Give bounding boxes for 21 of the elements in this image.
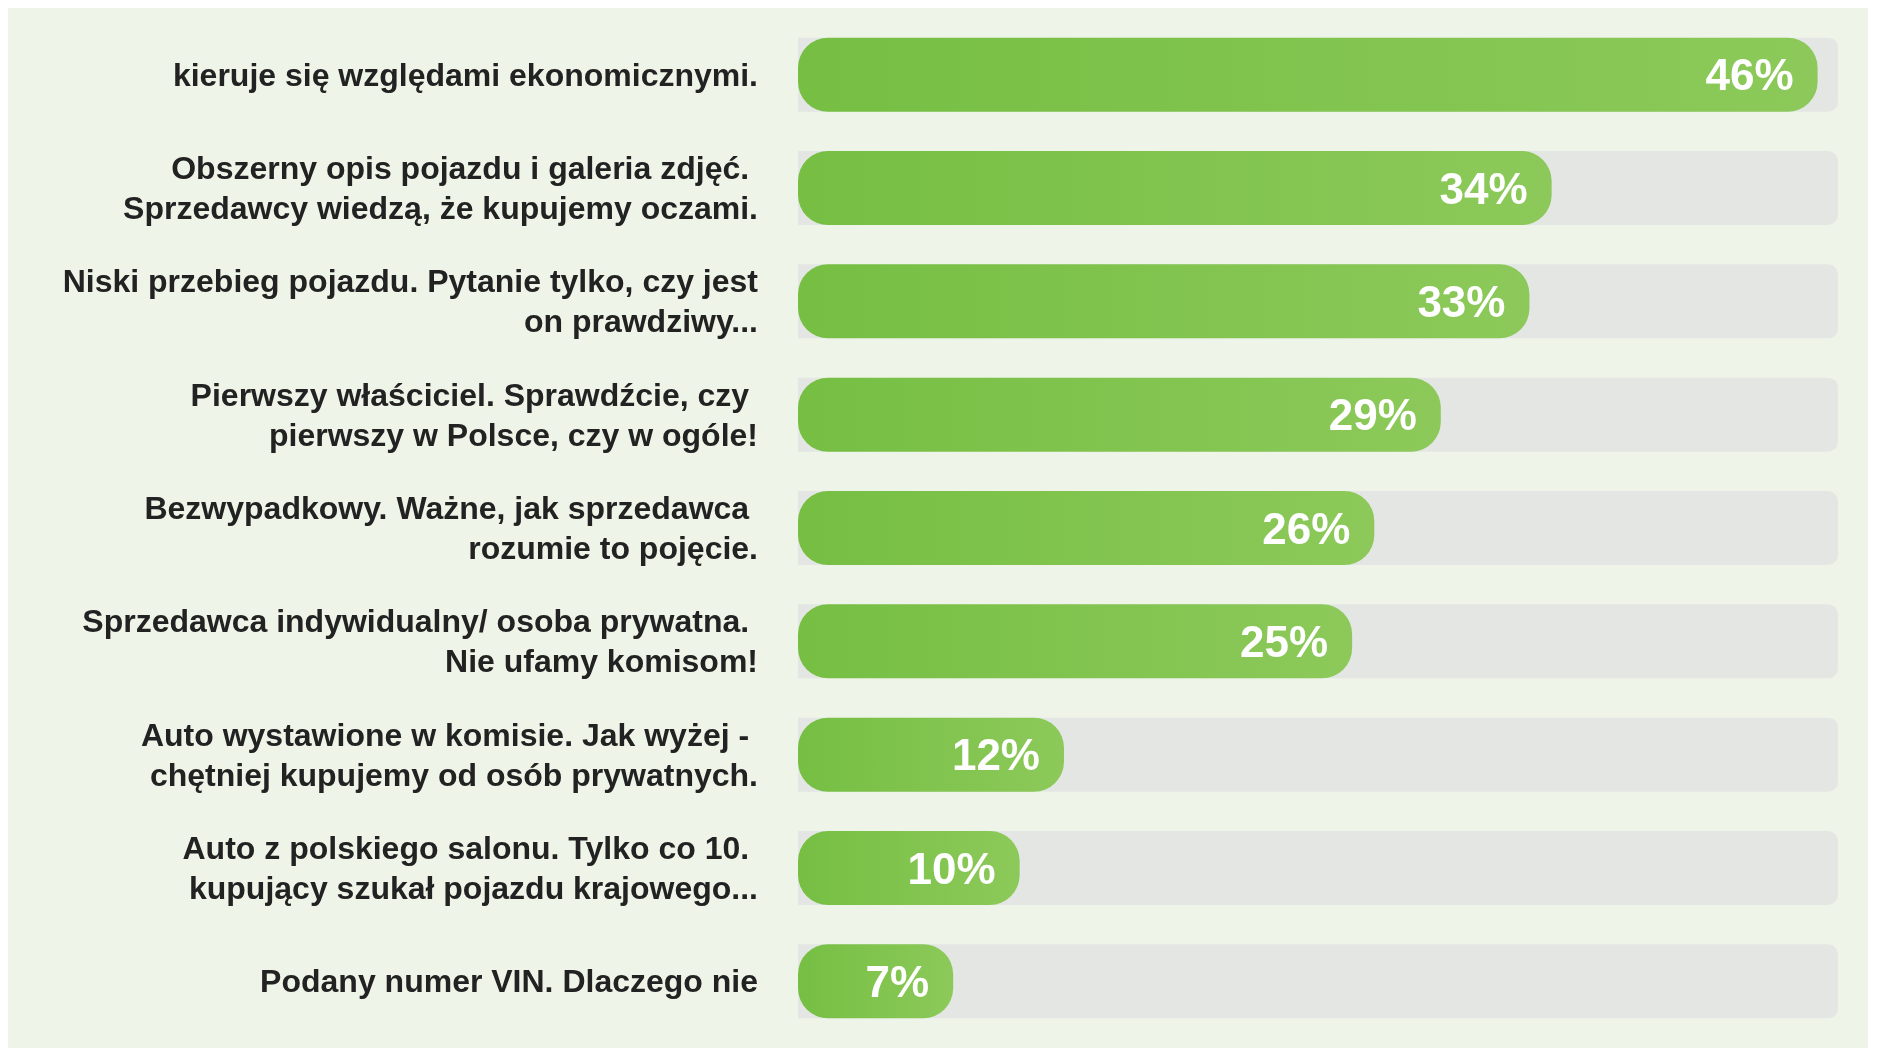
data-label: 7%	[865, 956, 930, 1006]
data-label: 25%	[1240, 616, 1329, 666]
y-tick-label: Podany numer VIN. Dlaczego nie	[260, 963, 758, 1000]
data-label: 12%	[951, 730, 1040, 780]
data-label: 29%	[1328, 390, 1417, 440]
y-tick-label: Obszerny opis pojazdu i galeria zdjęć. Sprzedawcy wiedzą, że kupujemy oczami.	[123, 150, 758, 226]
y-tick-label: Auto wystawione w komisie. Jak wyżej - chętniej kupujemy od osób prywatnych.	[140, 716, 758, 793]
y-tick-label: Sprzedawca indywidualny/ osoba prywatna. Nie ufamy komisom!	[82, 603, 758, 680]
y-tick-label: Pierwszy właściciel. Sprawdźcie, czy pierwszy w Polsce, czy w ogóle!	[190, 376, 758, 453]
data-label: 33%	[1417, 276, 1506, 326]
data-label: 10%	[907, 843, 996, 893]
bar	[798, 944, 954, 1019]
bar	[798, 717, 1064, 792]
data-label: 34%	[1439, 163, 1528, 213]
y-tick-label: Auto z polskiego salonu. Tylko co 10. kupujący szukał pojazdu krajowego...	[182, 830, 758, 906]
y-tick-label: Niski przebieg pojazdu. Pytanie tylko, czy jest on prawdziwy...	[62, 263, 759, 340]
y-tick-label: kieruje się względami ekonomicznymi.	[172, 56, 758, 93]
data-label: 46%	[1705, 50, 1794, 100]
data-label: 26%	[1262, 503, 1351, 553]
bar	[798, 831, 1020, 905]
y-tick-label: Bezwypadkowy. Ważne, jak sprzedawca rozumie to pojęcie.	[144, 490, 758, 566]
